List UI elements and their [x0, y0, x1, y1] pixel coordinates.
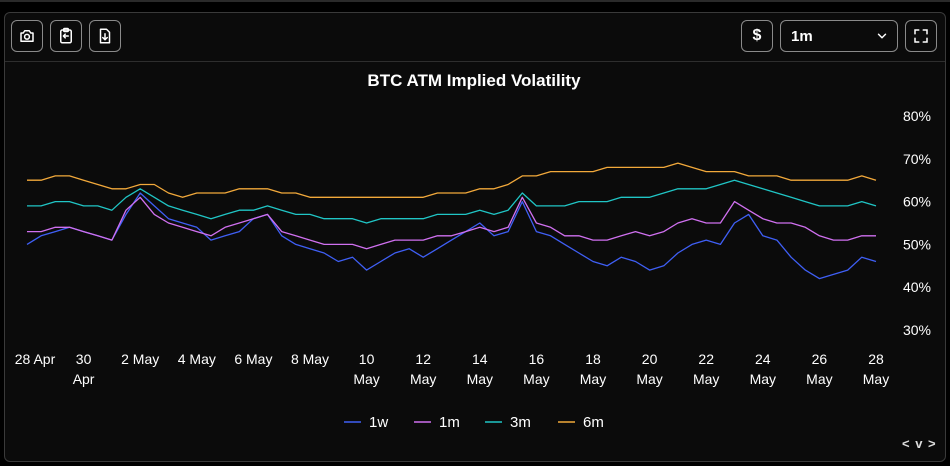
- x-tick-label: May: [523, 371, 549, 387]
- chevron-down-icon: [877, 33, 887, 39]
- x-tick-label: 30: [76, 351, 92, 367]
- x-tick-label: Apr: [73, 371, 95, 387]
- fullscreen-icon: [914, 29, 928, 43]
- camera-icon: [20, 30, 34, 42]
- legend-label: 1w: [369, 414, 388, 431]
- x-tick-label: May: [693, 371, 719, 387]
- x-tick-label: 6 May: [234, 351, 272, 367]
- x-tick-label: 8 May: [291, 351, 329, 367]
- legend-item-6m[interactable]: 6m: [558, 414, 604, 431]
- x-tick-label: 22: [698, 351, 714, 367]
- fullscreen-button[interactable]: [905, 20, 937, 52]
- x-tick-label: 10: [359, 351, 375, 367]
- chart-panel: $ 1m: [4, 12, 946, 462]
- x-tick-label: 28 Apr: [15, 351, 56, 367]
- y-tick-label: 80%: [903, 108, 931, 124]
- legend-label: 6m: [583, 414, 604, 431]
- legend-item-1m[interactable]: 1m: [414, 414, 460, 431]
- x-tick-label: May: [580, 371, 606, 387]
- currency-toggle-button[interactable]: $: [741, 20, 773, 52]
- clipboard-copy-icon: [60, 27, 72, 44]
- legend-item-3m[interactable]: 3m: [485, 414, 531, 431]
- x-tick-label: May: [467, 371, 493, 387]
- y-tick-label: 50%: [903, 236, 931, 252]
- download-button[interactable]: [89, 20, 121, 52]
- x-tick-label: 16: [529, 351, 545, 367]
- series-line-3m: [27, 179, 877, 224]
- top-divider: [0, 0, 950, 2]
- series-lines: [26, 162, 877, 280]
- chart-nav-arrows[interactable]: < v >: [902, 436, 937, 451]
- y-tick-label: 30%: [903, 322, 931, 338]
- x-tick-label: 4 May: [178, 351, 216, 367]
- x-tick-label: May: [750, 371, 776, 387]
- legend-label: 1m: [439, 414, 460, 431]
- x-tick-label: 2 May: [121, 351, 159, 367]
- x-tick-label: May: [636, 371, 662, 387]
- file-download-icon: [99, 28, 111, 44]
- screenshot-button[interactable]: [11, 20, 43, 52]
- x-tick-label: 20: [642, 351, 658, 367]
- x-tick-label: May: [863, 371, 889, 387]
- x-tick-label: May: [353, 371, 379, 387]
- x-tick-label: 26: [812, 351, 828, 367]
- legend-label: 3m: [510, 414, 531, 431]
- y-tick-label: 40%: [903, 279, 931, 295]
- y-axis: 80% 70% 60% 50% 40% 30%: [903, 108, 931, 338]
- period-select[interactable]: 1m: [780, 20, 898, 52]
- chart-title: BTC ATM Implied Volatility: [367, 71, 581, 90]
- x-tick-label: 12: [415, 351, 431, 367]
- x-axis: 28 Apr 30 Apr 2 May 4 May 6 May 8 May 10 May 12 Ma…: [15, 351, 889, 387]
- chart-toolbar: $ 1m: [5, 13, 945, 62]
- x-tick-label: May: [806, 371, 832, 387]
- legend-item-1w[interactable]: 1w: [344, 414, 388, 431]
- period-select-value: 1m: [791, 27, 813, 45]
- x-tick-label: 14: [472, 351, 488, 367]
- chart-legend[interactable]: 1w 1m 3m 6m: [344, 414, 604, 431]
- series-line-1w: [26, 192, 877, 280]
- copy-to-clipboard-button[interactable]: [50, 20, 82, 52]
- series-line-6m: [27, 162, 877, 198]
- y-tick-label: 60%: [903, 194, 931, 210]
- x-tick-label: 18: [585, 351, 601, 367]
- x-tick-label: 24: [755, 351, 771, 367]
- y-tick-label: 70%: [903, 151, 931, 167]
- x-tick-label: May: [410, 371, 436, 387]
- series-line-1m: [27, 196, 876, 250]
- x-tick-label: 28: [868, 351, 884, 367]
